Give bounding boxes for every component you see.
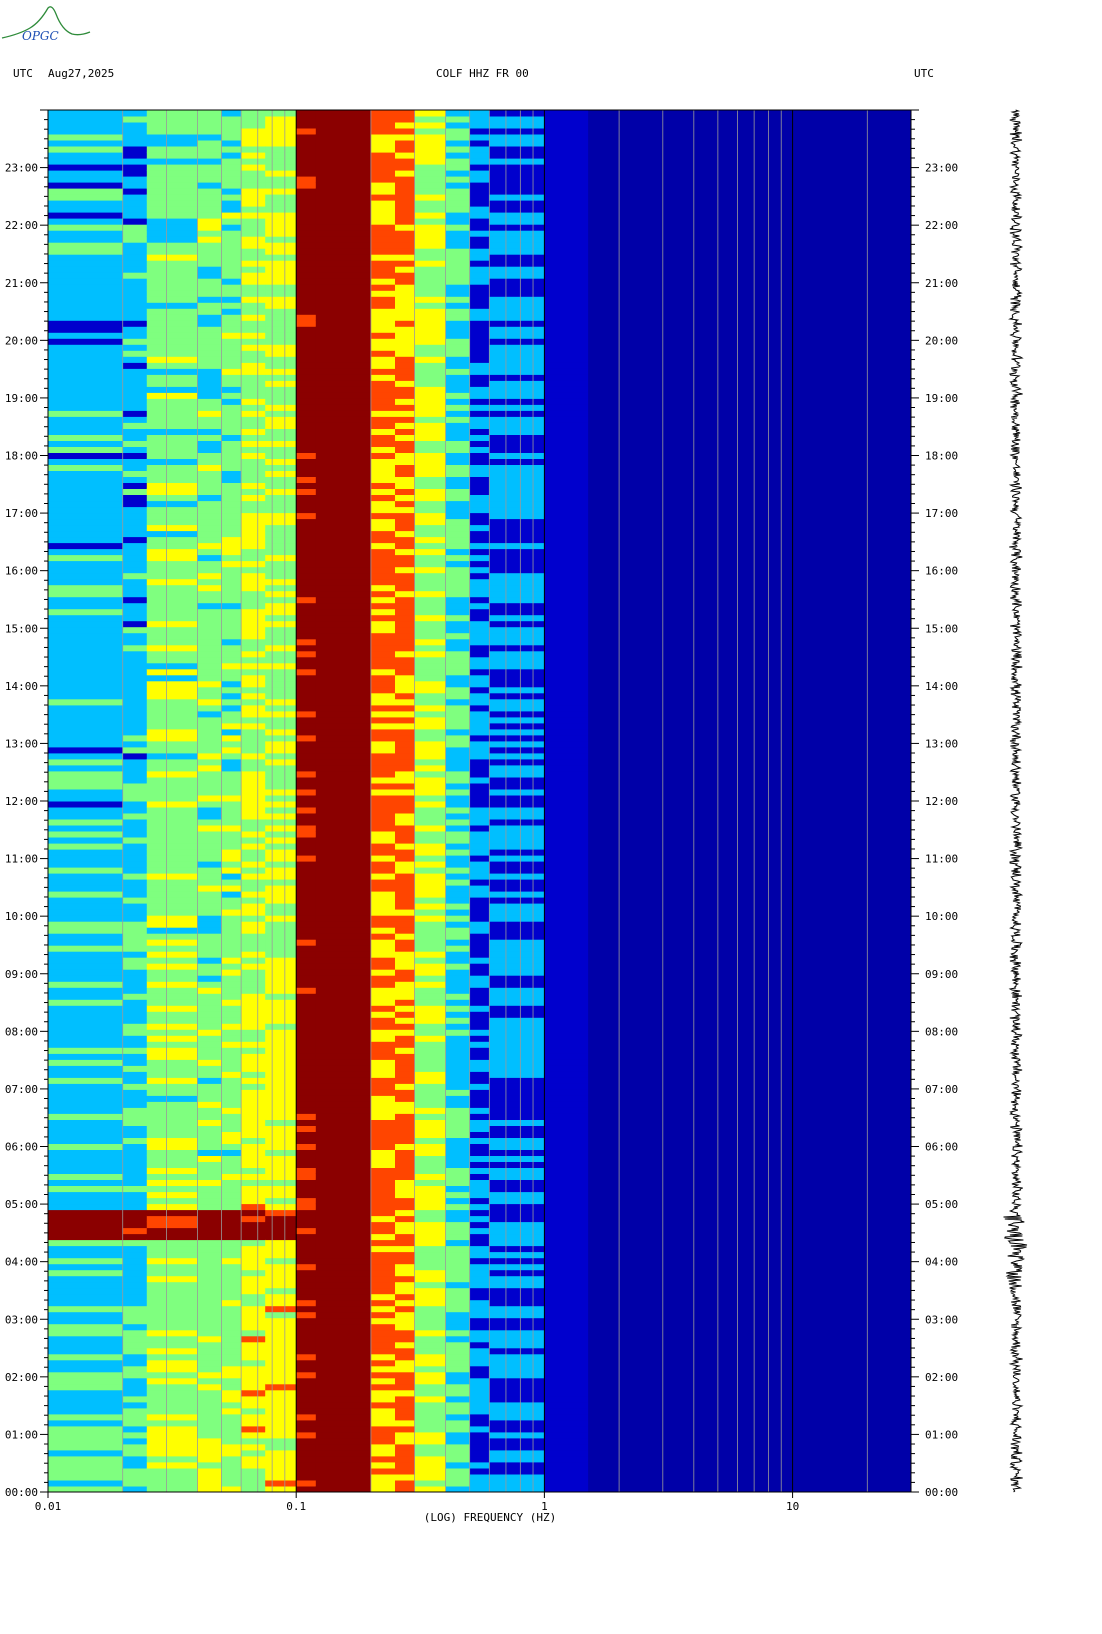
time-axis: 00:00 00:00 01:00 01:00 02:00 02:00 03:00 03:00… — [5, 109, 958, 1499]
frequency-axis: 0.01 0.1 1 10 — [35, 1492, 799, 1513]
logo-text: OPGC — [22, 29, 59, 43]
y-tick-label-left: 04:00 — [5, 1256, 38, 1269]
y-tick-label-right: 16:00 — [925, 565, 958, 578]
x-tick-label: 0.01 — [35, 1500, 62, 1513]
y-tick-label-right: 13:00 — [925, 737, 958, 750]
y-tick-label-left: 00:00 — [5, 1486, 38, 1499]
x-axis-label: (LOG) FREQUENCY (HZ) — [424, 1511, 556, 1524]
y-tick-label-left: 09:00 — [5, 968, 38, 981]
y-tick-label-right: 23:00 — [925, 162, 958, 175]
y-tick-label-left: 14:00 — [5, 680, 38, 693]
y-tick-label-left: 03:00 — [5, 1313, 38, 1326]
y-tick-label-right: 21:00 — [925, 277, 958, 290]
y-tick-label-left: 06:00 — [5, 1141, 38, 1154]
y-tick-label-right: 04:00 — [925, 1256, 958, 1269]
y-tick-label-right: 12:00 — [925, 795, 958, 808]
y-tick-label-left: 01:00 — [5, 1428, 38, 1441]
y-tick-label-left: 19:00 — [5, 392, 38, 405]
x-tick-label: 0.1 — [286, 1500, 306, 1513]
y-tick-label-right: 22:00 — [925, 219, 958, 232]
y-tick-label-right: 08:00 — [925, 1025, 958, 1038]
station-title: COLF HHZ FR 00 — [436, 67, 529, 80]
y-tick-label-right: 17:00 — [925, 507, 958, 520]
y-tick-label-left: 18:00 — [5, 450, 38, 463]
y-tick-label-right: 02:00 — [925, 1371, 958, 1384]
y-tick-label-left: 02:00 — [5, 1371, 38, 1384]
y-tick-label-left: 16:00 — [5, 565, 38, 578]
y-tick-label-right: 06:00 — [925, 1141, 958, 1154]
y-tick-label-left: 17:00 — [5, 507, 38, 520]
y-tick-label-right: 10:00 — [925, 910, 958, 923]
left-timezone-label: UTC — [13, 67, 33, 80]
y-tick-label-right: 20:00 — [925, 334, 958, 347]
y-tick-label-left: 08:00 — [5, 1025, 38, 1038]
y-tick-label-left: 07:00 — [5, 1083, 38, 1096]
y-tick-label-left: 22:00 — [5, 219, 38, 232]
x-tick-label: 1 — [541, 1500, 548, 1513]
y-tick-label-right: 03:00 — [925, 1313, 958, 1326]
date-label: Aug27,2025 — [48, 67, 115, 80]
y-tick-label-left: 05:00 — [5, 1198, 38, 1211]
y-tick-label-right: 07:00 — [925, 1083, 958, 1096]
y-tick-label-right: 11:00 — [925, 853, 958, 866]
y-tick-label-right: 01:00 — [925, 1428, 958, 1441]
frequency-gridlines — [47, 110, 912, 1492]
y-tick-label-left: 11:00 — [5, 853, 38, 866]
y-tick-label-right: 19:00 — [925, 392, 958, 405]
y-tick-label-left: 12:00 — [5, 795, 38, 808]
y-tick-label-left: 13:00 — [5, 737, 38, 750]
opgc-logo: OPGC — [1, 6, 91, 43]
y-tick-label-right: 00:00 — [925, 1486, 958, 1499]
y-tick-label-right: 14:00 — [925, 680, 958, 693]
right-timezone-label: UTC — [914, 67, 934, 80]
y-tick-label-left: 15:00 — [5, 622, 38, 635]
y-tick-label-right: 09:00 — [925, 968, 958, 981]
y-tick-label-left: 10:00 — [5, 910, 38, 923]
y-tick-label-left: 21:00 — [5, 277, 38, 290]
spectrogram-heatmap — [48, 110, 912, 1493]
y-tick-label-left: 23:00 — [5, 162, 38, 175]
x-tick-label: 10 — [786, 1500, 799, 1513]
y-tick-label-right: 15:00 — [925, 622, 958, 635]
seismogram-trace — [1003, 109, 1028, 1493]
y-tick-label-left: 20:00 — [5, 334, 38, 347]
y-tick-label-right: 18:00 — [925, 450, 958, 463]
y-tick-label-right: 05:00 — [925, 1198, 958, 1211]
